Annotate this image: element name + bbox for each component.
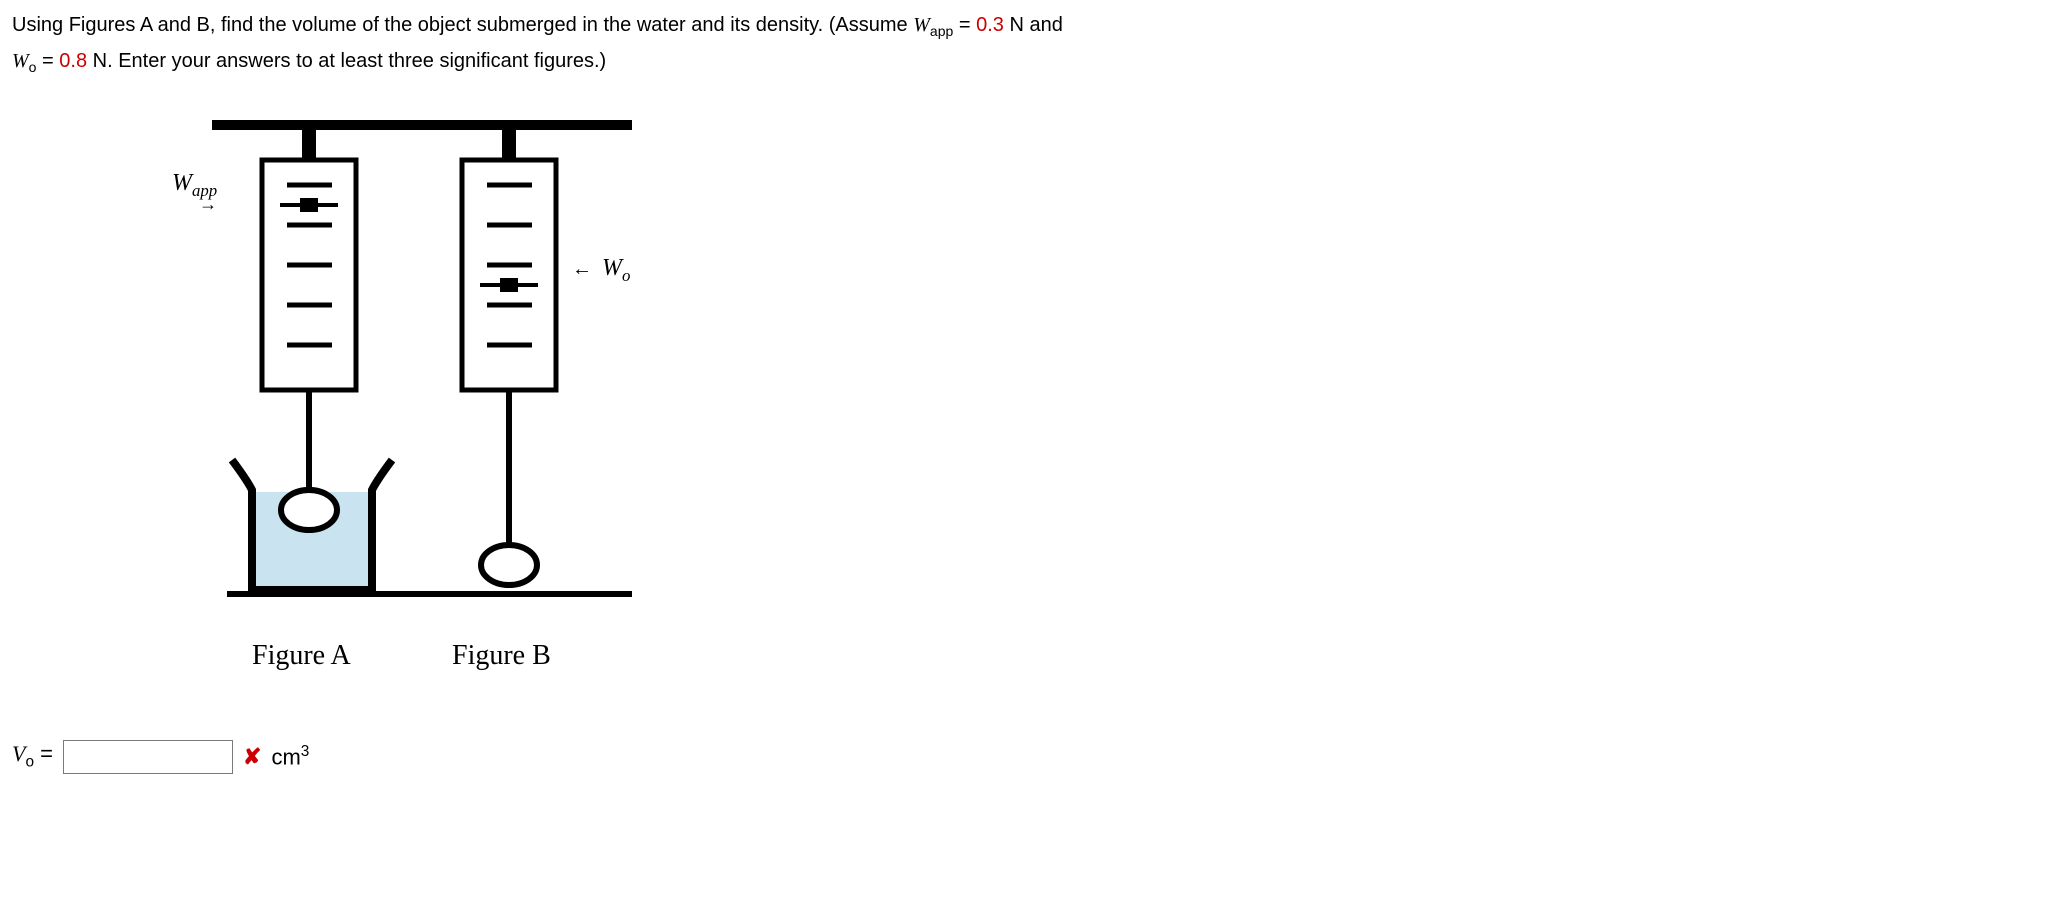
wo-figure-label: ← Wo	[572, 255, 630, 286]
eq2: =	[42, 50, 59, 72]
vo-eq: =	[40, 741, 53, 766]
vo-input[interactable]	[63, 740, 233, 774]
q-suffix: N. Enter your answers to at least three …	[93, 50, 607, 72]
figure-a-caption: Figure A	[252, 640, 351, 672]
vo-sub: o	[25, 754, 34, 771]
wo-var: W	[12, 50, 29, 72]
wapp-var: W	[913, 14, 930, 36]
wo-value: 0.8	[59, 50, 87, 72]
wo-fig-sub: o	[622, 265, 630, 284]
figure-area: Wapp → ← Wo	[172, 110, 872, 710]
question-text: Using Figures A and B, find the volume o…	[12, 8, 2034, 80]
unit-sup: 3	[301, 743, 310, 760]
unit-n1: N	[1009, 14, 1023, 36]
wapp-fig-var: W	[172, 170, 192, 196]
unit-cm: cm	[271, 744, 300, 769]
wapp-value: 0.3	[976, 14, 1004, 36]
wo-fig-var: W	[602, 255, 622, 281]
answer-row-vo: Vo = ✘ cm3	[12, 740, 2034, 774]
wapp-figure-label: Wapp →	[172, 170, 217, 210]
and-text: and	[1029, 14, 1062, 36]
vo-label: Vo =	[12, 741, 53, 771]
wo-sub: o	[29, 59, 37, 75]
figure-b-caption: Figure B	[452, 640, 551, 672]
vo-var: V	[12, 741, 25, 766]
q-prefix: Using Figures A and B, find the volume o…	[12, 14, 913, 36]
wapp-sub: app	[930, 23, 953, 39]
eq1: =	[959, 14, 976, 36]
arrow-left-icon: ←	[572, 258, 592, 281]
apparatus-svg	[172, 110, 672, 630]
vo-unit: cm3	[271, 743, 309, 770]
arrow-right-icon: →	[172, 200, 217, 209]
wrong-icon: ✘	[243, 744, 261, 770]
